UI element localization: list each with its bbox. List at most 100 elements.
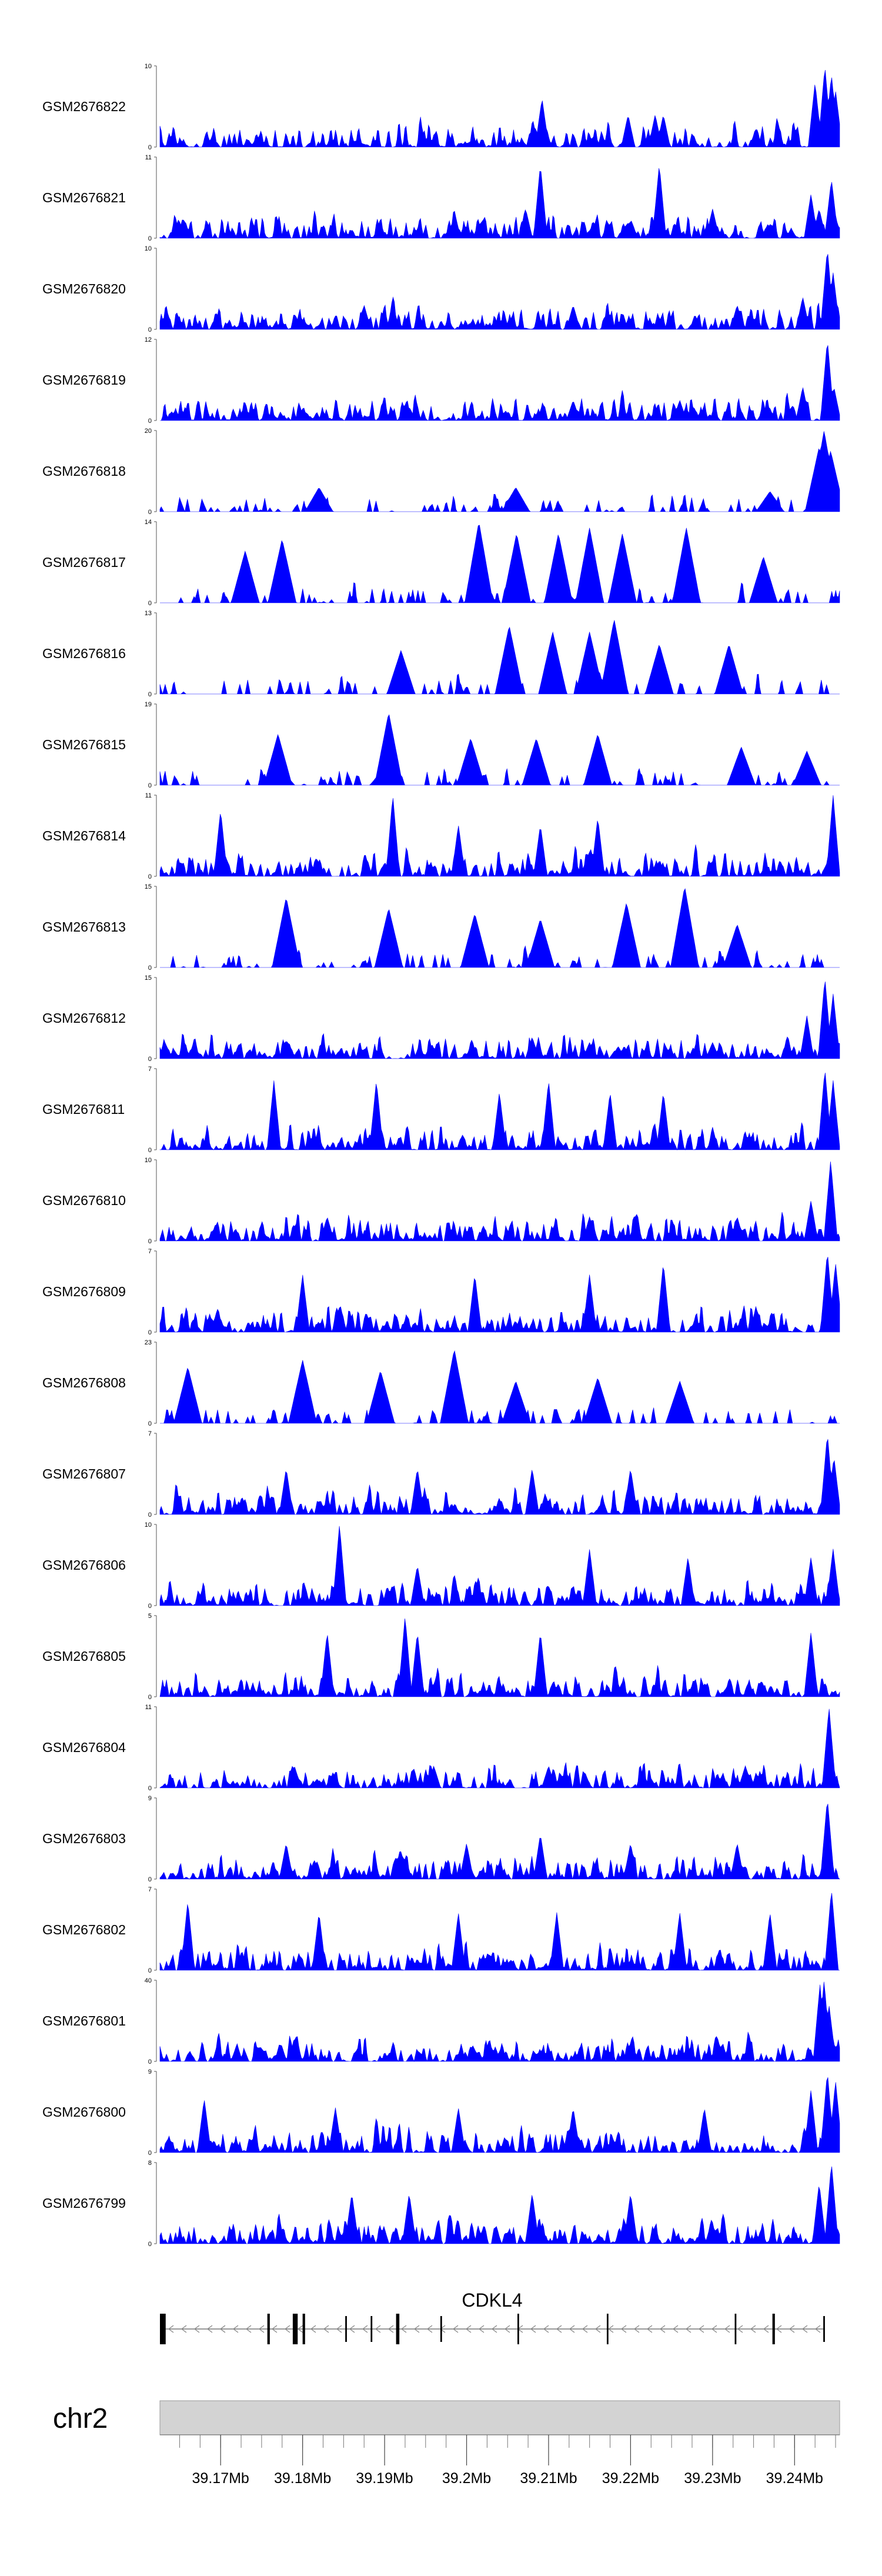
- coverage-track: GSM2676808 23 0: [42, 1339, 840, 1427]
- strand-chevron: [400, 2325, 407, 2333]
- strand-chevron: [452, 2325, 459, 2333]
- track-sample-label: GSM2676805: [42, 1649, 126, 1664]
- coverage-track: GSM2676815 19 0: [42, 701, 840, 789]
- genome-tick-label: 39.22Mb: [602, 2470, 659, 2487]
- track-ymax-label: 11: [145, 792, 152, 799]
- track-ymin-label: 0: [148, 1694, 152, 1701]
- strand-chevron: [814, 2325, 821, 2333]
- coverage-tracks: GSM2676822100GSM2676821110GSM2676820100G…: [42, 63, 840, 2248]
- coverage-area: [159, 795, 840, 877]
- coverage-area: [159, 345, 840, 421]
- strand-chevron: [737, 2325, 743, 2333]
- strand-chevron: [569, 2325, 575, 2333]
- coverage-area: [159, 981, 840, 1060]
- track-sample-label: GSM2676820: [42, 281, 126, 296]
- track-ymin-label: 0: [148, 2150, 152, 2157]
- coverage-area: [159, 1257, 840, 1333]
- gene-exon: [302, 2314, 305, 2344]
- coverage-area: [160, 1350, 840, 1424]
- track-sample-label: GSM2676804: [42, 1740, 126, 1755]
- coverage-track: GSM2676820 10 0: [42, 245, 840, 333]
- track-ymin-label: 0: [148, 1056, 152, 1063]
- strand-chevron: [646, 2325, 653, 2333]
- track-ymax-label: 8: [148, 2160, 152, 2167]
- track-sample-label: GSM2676803: [42, 1831, 126, 1846]
- coverage-track: GSM2676812 15 0: [42, 975, 840, 1063]
- coverage-track: GSM2676813 15 0: [42, 883, 840, 972]
- track-ymax-label: 11: [145, 1704, 152, 1711]
- track-sample-label: GSM2676806: [42, 1557, 126, 1573]
- track-sample-label: GSM2676811: [42, 1102, 125, 1117]
- coverage-track: GSM2676817 14 0: [42, 519, 840, 607]
- strand-chevron: [711, 2325, 717, 2333]
- coverage-track: GSM2676810 10 0: [42, 1157, 840, 1245]
- coverage-area: [159, 714, 840, 786]
- track-ymax-label: 10: [145, 245, 152, 252]
- strand-chevron: [594, 2325, 601, 2333]
- track-sample-label: GSM2676822: [42, 99, 126, 114]
- coverage-area: [159, 1893, 840, 1971]
- strand-chevron: [375, 2325, 381, 2333]
- strand-chevron: [685, 2325, 691, 2333]
- genome-tick-label: 39.18Mb: [274, 2470, 331, 2487]
- track-ymin-label: 0: [148, 2241, 152, 2248]
- strand-chevron: [245, 2325, 252, 2333]
- strand-chevron: [310, 2325, 316, 2333]
- strand-chevron: [349, 2325, 355, 2333]
- track-sample-label: GSM2676816: [42, 646, 126, 661]
- strand-chevron: [271, 2325, 278, 2333]
- coverage-area: [159, 620, 840, 695]
- coverage-area: [159, 254, 840, 330]
- strand-chevron: [530, 2325, 536, 2333]
- track-ymax-label: 13: [145, 610, 152, 617]
- track-sample-label: GSM2676801: [42, 2013, 126, 2028]
- gene-exon: [734, 2314, 737, 2344]
- genome-tick-label: 39.21Mb: [520, 2470, 577, 2487]
- track-ymin-label: 0: [148, 1785, 152, 1792]
- track-ymin-label: 0: [148, 965, 152, 972]
- strand-chevron: [297, 2325, 303, 2333]
- genome-tick-label: 39.19Mb: [356, 2470, 413, 2487]
- gene-name-label: CDKL4: [462, 2290, 522, 2311]
- track-sample-label: GSM2676807: [42, 1466, 126, 1481]
- strand-chevron: [607, 2325, 614, 2333]
- track-ymax-label: 11: [145, 154, 152, 161]
- strand-chevron: [633, 2325, 640, 2333]
- track-ymax-label: 40: [145, 1977, 152, 1984]
- track-ymax-label: 7: [148, 1886, 152, 1893]
- strand-chevron: [724, 2325, 730, 2333]
- track-ymax-label: 7: [148, 1430, 152, 1437]
- coverage-area: [159, 1072, 840, 1151]
- chromosome-label: chr2: [53, 2403, 108, 2434]
- track-ymax-label: 12: [145, 336, 152, 343]
- track-ymax-label: 15: [145, 975, 152, 982]
- track-sample-label: GSM2676812: [42, 1010, 126, 1026]
- track-ymin-label: 0: [148, 1329, 152, 1336]
- strand-chevron: [323, 2325, 329, 2333]
- coverage-track: GSM2676816 13 0: [42, 610, 840, 698]
- track-sample-label: GSM2676821: [42, 190, 126, 205]
- strand-chevron: [698, 2325, 704, 2333]
- gene-exon: [292, 2314, 298, 2344]
- gene-exon: [440, 2316, 442, 2342]
- track-ymax-label: 7: [148, 1248, 152, 1255]
- coverage-area: [159, 2077, 840, 2153]
- coverage-area: [159, 1804, 840, 1880]
- coverage-track: GSM2676806 10 0: [42, 1521, 840, 1610]
- strand-chevron: [413, 2325, 420, 2333]
- coverage-area: [159, 1161, 840, 1242]
- track-ymin-label: 0: [148, 1147, 152, 1154]
- strand-chevron: [801, 2325, 808, 2333]
- strand-chevron: [582, 2325, 588, 2333]
- strand-chevron: [362, 2325, 368, 2333]
- gene-exon: [517, 2314, 519, 2344]
- strand-chevron: [181, 2325, 187, 2333]
- track-ymax-label: 10: [145, 1157, 152, 1164]
- track-sample-label: GSM2676799: [42, 2195, 126, 2211]
- track-sample-label: GSM2676815: [42, 737, 126, 752]
- coverage-track: GSM2676799 8 0: [42, 2160, 840, 2248]
- coverage-track: GSM2676804 11 0: [42, 1704, 840, 1792]
- track-ymax-label: 15: [145, 883, 152, 890]
- gene-exon: [396, 2314, 400, 2344]
